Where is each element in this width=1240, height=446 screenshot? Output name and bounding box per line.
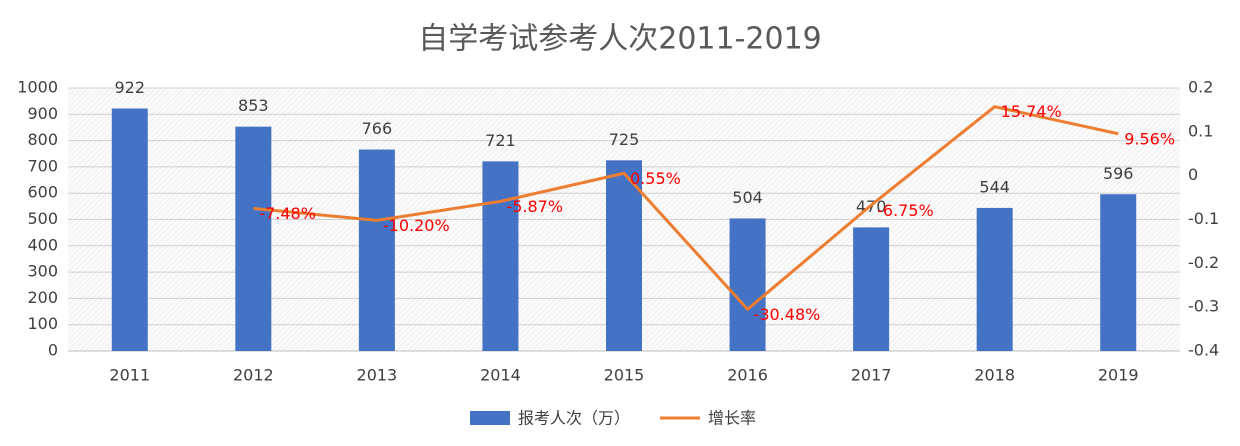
x-tick-label: 2011 (109, 366, 150, 385)
x-tick-label: 2014 (480, 366, 521, 385)
y-tick-label: 300 (27, 262, 58, 281)
x-tick-label: 2017 (851, 366, 892, 385)
y-tick-label: 900 (27, 104, 58, 123)
bar-value-label: 721 (485, 131, 516, 150)
y-tick-label: 500 (27, 209, 58, 228)
bar (729, 218, 766, 351)
x-tick-label: 2013 (357, 366, 398, 385)
bar (606, 160, 642, 351)
bar (853, 227, 890, 351)
x-tick-label: 2012 (233, 366, 274, 385)
bar (1100, 194, 1137, 351)
x-tick-label: 2015 (604, 366, 645, 385)
line (253, 105, 1119, 311)
x-tick-label: 2019 (1098, 366, 1139, 385)
y-tick-label: 1000 (17, 78, 58, 97)
y2-tick-label: -0.4 (1188, 341, 1219, 360)
y2-tick-label: -0.1 (1188, 209, 1219, 228)
y-tick-label: 200 (27, 288, 58, 307)
line-value-label: -6.75% (877, 201, 934, 220)
bar (482, 161, 519, 351)
line-value-label: -10.20% (383, 216, 450, 235)
y-tick-label: 600 (27, 183, 58, 202)
line-value-label: -7.48% (259, 204, 316, 223)
y-tick-label: 800 (27, 130, 58, 149)
bar-value-label: 596 (1103, 164, 1134, 183)
bar-value-label: 766 (362, 119, 393, 138)
legend-label: 报考人次（万） (518, 409, 630, 428)
y-tick-label: 0 (48, 341, 58, 360)
line-value-label: 15.74% (1001, 102, 1062, 121)
bar (976, 207, 1013, 351)
line-value-label: 9.56% (1124, 129, 1175, 148)
x-tick-label: 2018 (974, 366, 1015, 385)
line-value-label: -5.87% (506, 197, 563, 216)
y2-tick-label: 0 (1188, 165, 1198, 184)
legend-swatch (470, 411, 510, 425)
bar (235, 126, 272, 351)
y2-tick-label: -0.3 (1188, 297, 1219, 316)
y2-tick-label: 0.2 (1188, 78, 1213, 97)
bar-value-label: 544 (979, 177, 1010, 196)
x-tick-label: 2016 (727, 366, 768, 385)
bar-value-label: 922 (115, 78, 146, 97)
y-tick-label: 700 (27, 156, 58, 175)
bar-value-label: 853 (238, 96, 269, 115)
bar (358, 149, 395, 351)
bar (111, 108, 148, 351)
line-value-label: -30.48% (754, 305, 821, 324)
chart-title: 自学考试参考人次2011-2019 (418, 22, 822, 57)
line-value-label: 0.55% (630, 169, 681, 188)
bar-value-label: 504 (732, 188, 763, 207)
y2-tick-label: -0.2 (1188, 253, 1219, 272)
y-tick-label: 100 (27, 314, 58, 333)
bar-value-label: 725 (609, 130, 640, 149)
y-tick-label: 400 (27, 235, 58, 254)
legend-label: 增长率 (708, 409, 756, 428)
y2-tick-label: 0.1 (1188, 121, 1213, 140)
